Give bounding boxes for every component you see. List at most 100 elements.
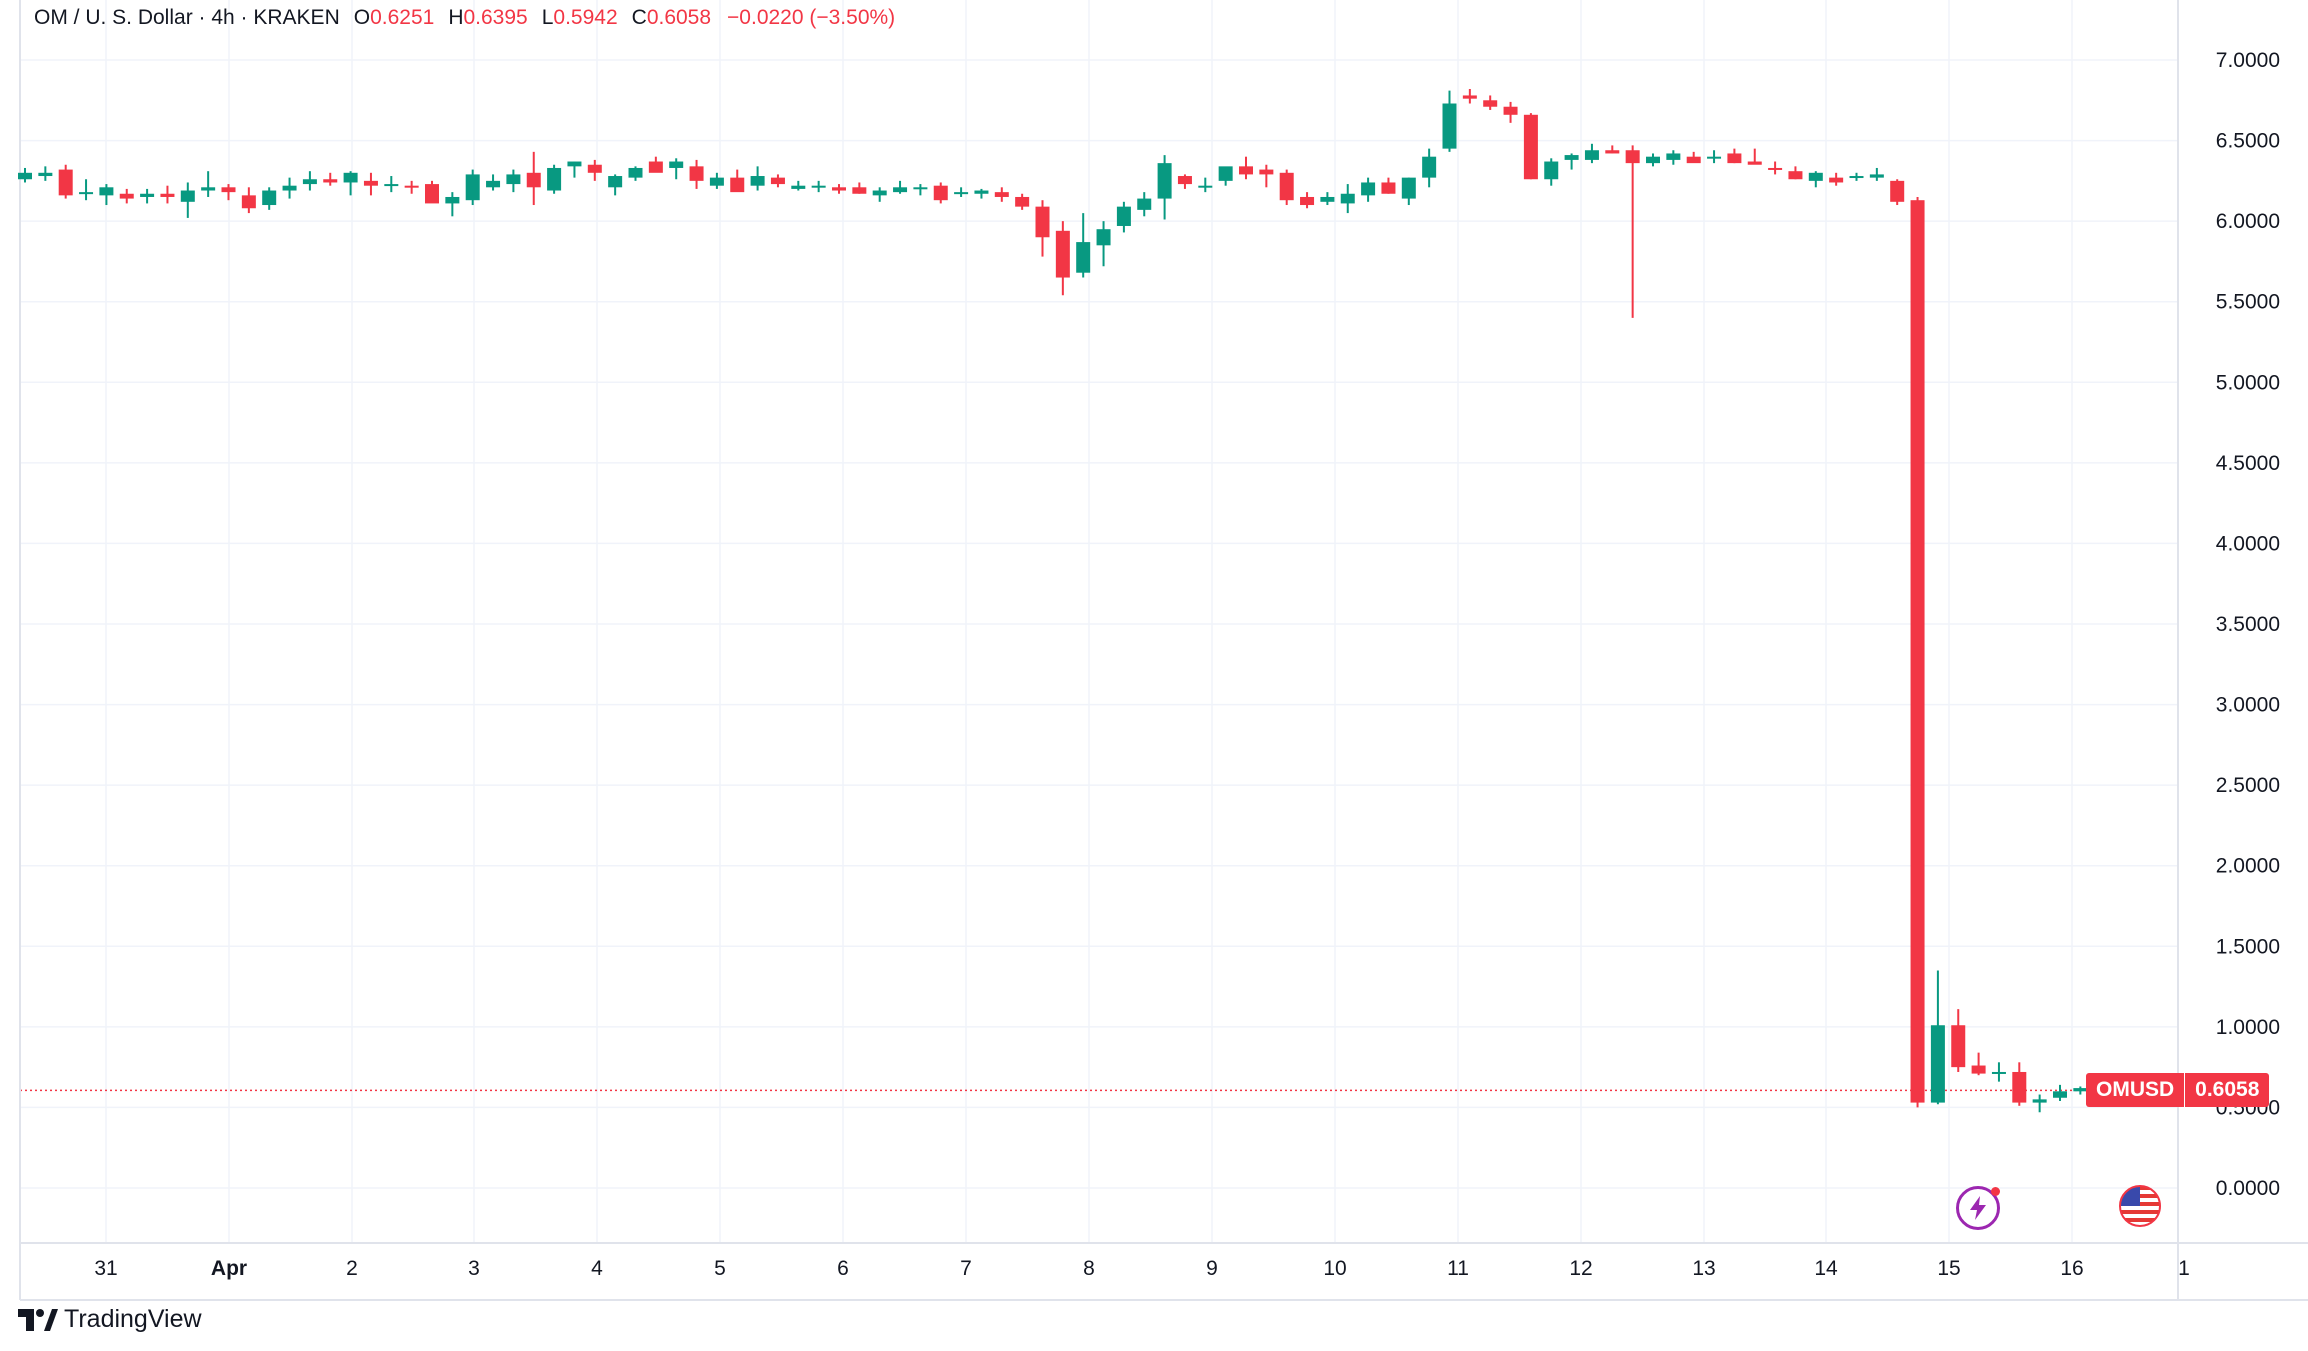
candle-body: [1625, 150, 1640, 164]
candle: [750, 166, 765, 191]
candle: [689, 159, 704, 189]
y-tick-label: 5.5000: [2216, 291, 2280, 314]
candle: [1625, 145, 1640, 318]
candle-body: [1910, 200, 1925, 1103]
candle: [1096, 221, 1111, 267]
candle-body: [1768, 167, 1783, 170]
candle-body: [1442, 103, 1457, 149]
open-value: 0.6251: [370, 6, 435, 29]
candle-body: [1605, 150, 1620, 154]
candle-body: [1503, 106, 1518, 115]
candle: [1768, 161, 1783, 175]
candle: [1849, 172, 1864, 181]
candle-body: [608, 176, 623, 188]
candle-body: [1788, 171, 1803, 180]
y-tick-label: 6.0000: [2216, 210, 2280, 233]
candle-body: [1218, 166, 1233, 181]
candle: [1055, 221, 1070, 296]
candle: [1991, 1062, 2006, 1082]
candle: [1300, 192, 1315, 209]
candle-body: [1544, 161, 1559, 180]
candle: [730, 169, 745, 193]
candle-body: [1259, 169, 1274, 175]
candle-body: [1707, 156, 1722, 159]
x-tick-label: 31: [94, 1257, 117, 1280]
x-tick-label: 16: [2060, 1257, 2083, 1280]
candle: [547, 164, 562, 194]
candle-body: [669, 161, 684, 168]
flash-button[interactable]: [1956, 1186, 2000, 1230]
candle: [1523, 113, 1538, 180]
candle-body: [1361, 182, 1376, 196]
candle-body: [1177, 176, 1192, 185]
candle: [1177, 174, 1192, 189]
candle: [1381, 177, 1396, 194]
candle-body: [974, 190, 989, 194]
candle: [933, 182, 948, 204]
high-value: 0.6395: [463, 6, 528, 29]
candle: [913, 184, 928, 196]
candle-body: [282, 185, 297, 191]
candle-body: [160, 193, 175, 197]
candle-body: [99, 187, 114, 196]
candle-body: [587, 164, 602, 173]
candle: [608, 174, 623, 196]
candle-body: [628, 167, 643, 178]
candle: [832, 184, 846, 194]
candle: [791, 180, 806, 191]
candle: [1890, 179, 1905, 206]
candle: [1340, 184, 1355, 214]
candle-body: [872, 190, 887, 196]
candle-body: [1137, 198, 1152, 210]
x-tick-label: 1: [2178, 1257, 2190, 1280]
x-tick-label: 7: [960, 1257, 972, 1280]
y-tick-label: 7.0000: [2216, 49, 2280, 72]
candle-body: [1279, 172, 1294, 201]
candle-body: [486, 180, 501, 188]
candle: [506, 169, 521, 193]
y-tick-label: 2.5000: [2216, 774, 2280, 797]
low-value: 0.5942: [553, 6, 618, 29]
candle-body: [506, 174, 521, 185]
high-label: H: [448, 6, 464, 29]
candle: [526, 151, 541, 206]
candle: [628, 166, 643, 181]
x-tick-label: 10: [1323, 1257, 1346, 1280]
price-tag-symbol: OMUSD: [2086, 1073, 2185, 1108]
candle: [2073, 1086, 2088, 1095]
candle: [974, 188, 989, 199]
tradingview-brand[interactable]: TradingView: [18, 1305, 202, 1334]
open-label: O: [353, 6, 371, 29]
y-tick-label: 4.5000: [2216, 452, 2280, 475]
candle-body: [526, 172, 541, 188]
candle-body: [933, 185, 948, 201]
candle-body: [913, 187, 928, 190]
candle-body: [811, 185, 826, 188]
region-button[interactable]: [2118, 1184, 2162, 1228]
y-tick-label: 3.0000: [2216, 694, 2280, 717]
time-axis[interactable]: 31 Apr 2 3 4 5 6 7 8 9 10 11 12 13 14 15 16 1: [94, 1257, 2190, 1280]
candle-body: [18, 172, 32, 180]
y-tick-label: 0.0000: [2216, 1177, 2280, 1200]
candle-body: [1930, 1025, 1945, 1103]
candle: [180, 182, 195, 218]
x-tick-label: 8: [1083, 1257, 1095, 1280]
candle: [1503, 101, 1518, 123]
candle: [302, 171, 317, 191]
candle-body: [1340, 193, 1355, 204]
candle: [1401, 177, 1416, 206]
candle: [1442, 90, 1457, 152]
candle-body: [302, 179, 317, 185]
candle-body: [425, 184, 439, 204]
candle-body: [1849, 176, 1864, 179]
candle: [994, 187, 1009, 202]
x-tick-label: 12: [1569, 1257, 1592, 1280]
candle-body: [119, 193, 134, 199]
candle: [1686, 151, 1701, 164]
candle: [1157, 155, 1172, 220]
price-axis[interactable]: 0.00000.50001.00001.50002.00002.50003.00…: [2216, 0, 2280, 1200]
candle-body: [1564, 155, 1579, 160]
symbol-title[interactable]: OM / U. S. Dollar · 4h · KRAKEN: [34, 6, 340, 29]
candle: [1259, 164, 1274, 188]
